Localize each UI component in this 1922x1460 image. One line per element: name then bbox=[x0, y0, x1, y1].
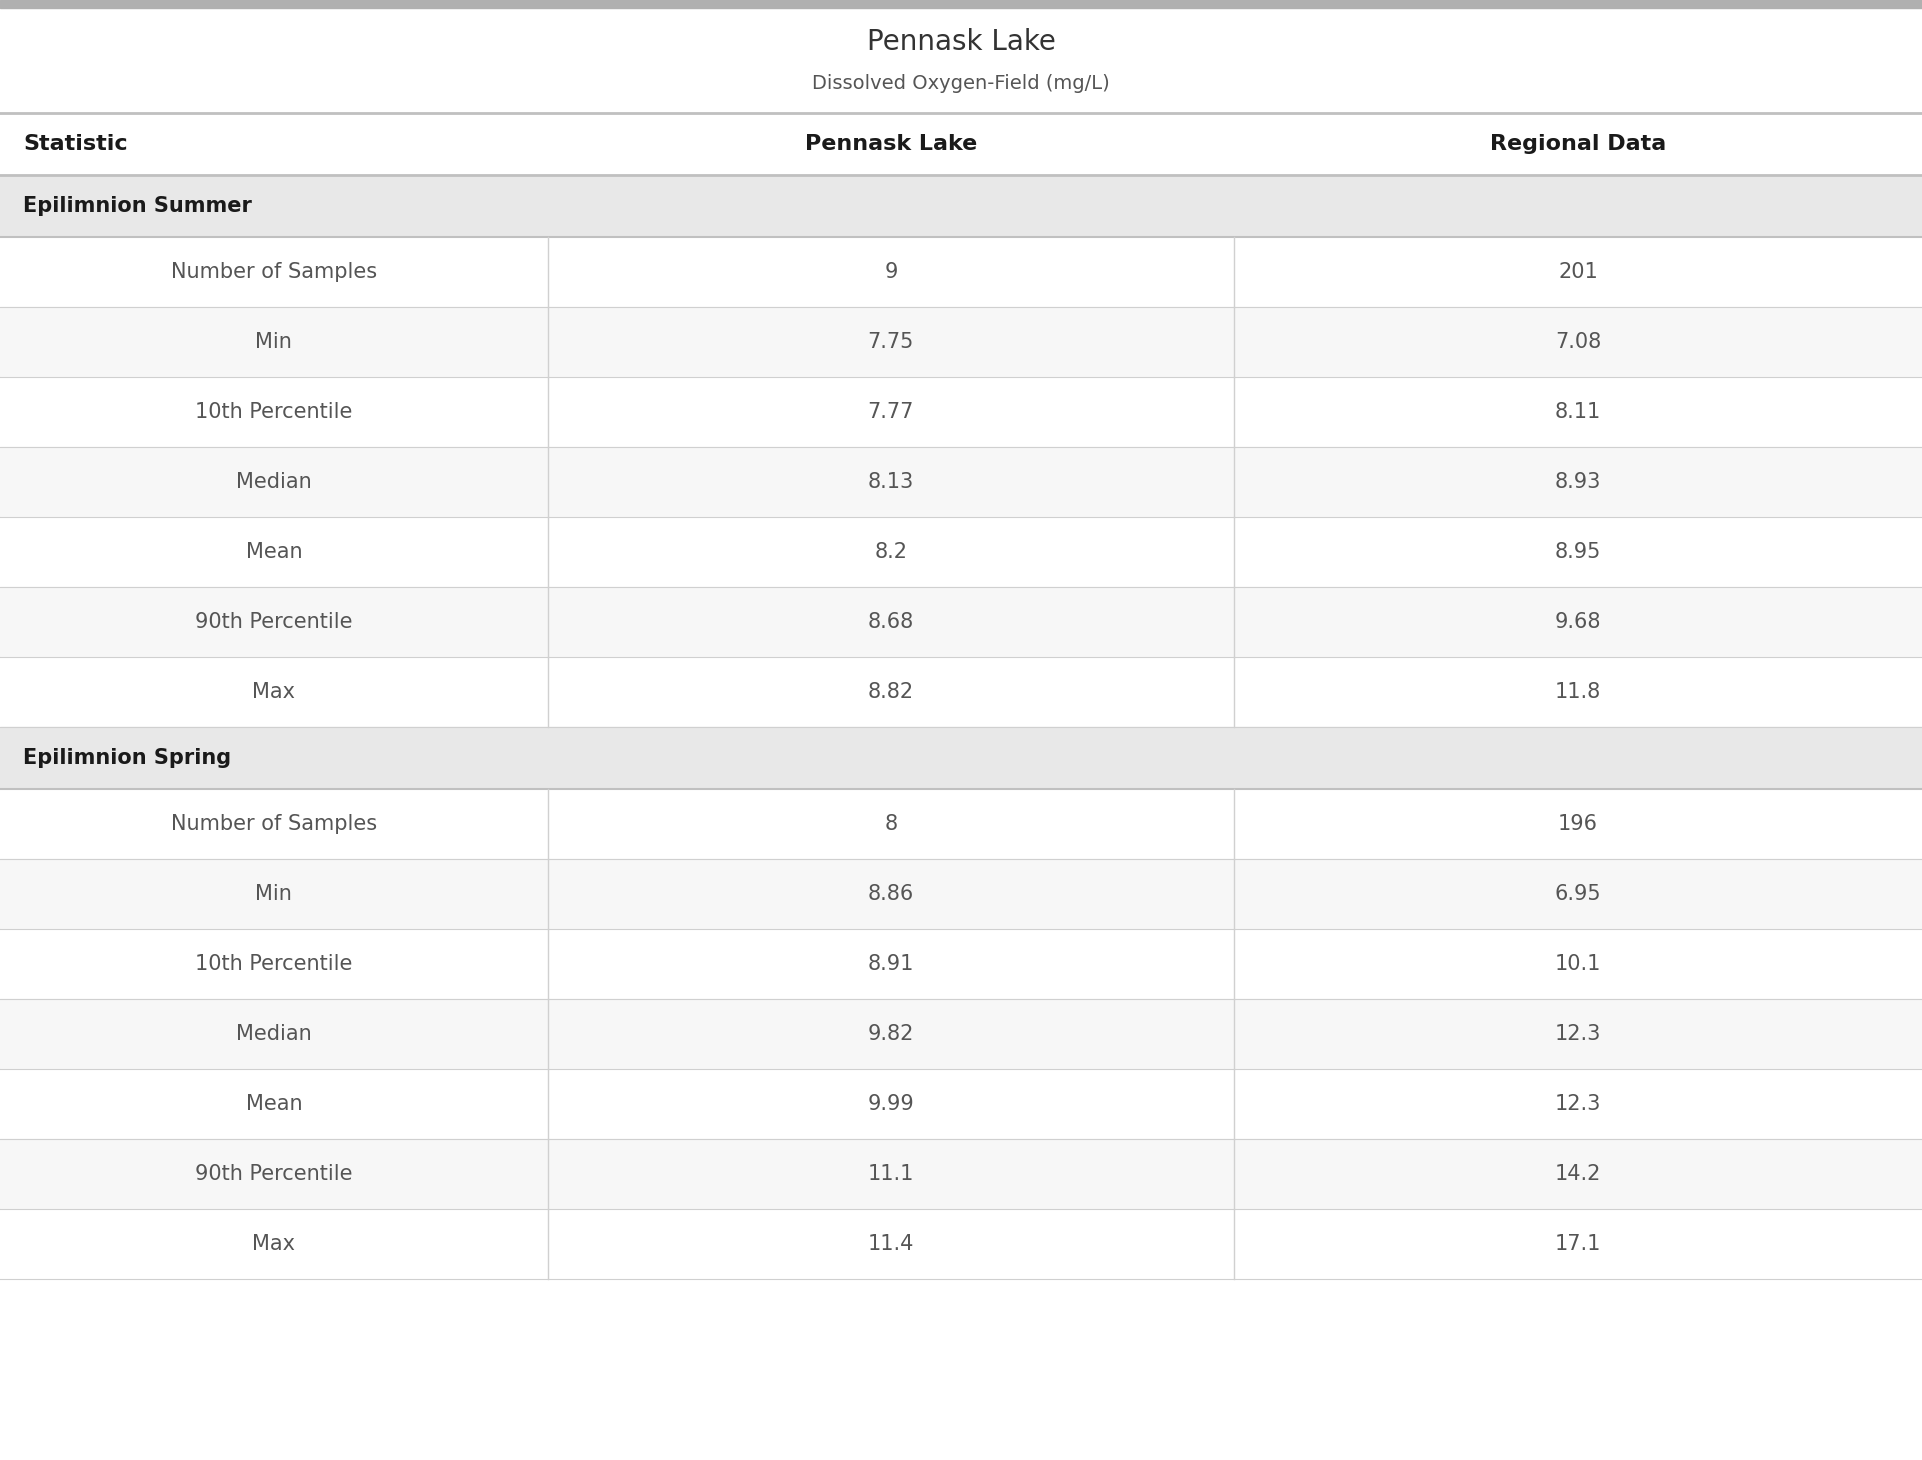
Text: Min: Min bbox=[256, 883, 292, 904]
Text: 7.77: 7.77 bbox=[867, 402, 915, 422]
Bar bbox=[0, 377, 1922, 447]
Text: 8.93: 8.93 bbox=[1555, 472, 1601, 492]
Text: Number of Samples: Number of Samples bbox=[171, 815, 377, 834]
Text: 8.13: 8.13 bbox=[867, 472, 915, 492]
Text: Dissolved Oxygen-Field (mg/L): Dissolved Oxygen-Field (mg/L) bbox=[813, 74, 1109, 93]
Bar bbox=[0, 858, 1922, 929]
Bar bbox=[0, 307, 1922, 377]
Bar bbox=[0, 1139, 1922, 1209]
Text: Min: Min bbox=[256, 331, 292, 352]
Text: 7.75: 7.75 bbox=[867, 331, 915, 352]
Text: Mean: Mean bbox=[246, 542, 302, 562]
Text: Epilimnion Summer: Epilimnion Summer bbox=[23, 196, 252, 216]
Text: 10th Percentile: 10th Percentile bbox=[196, 402, 352, 422]
Bar bbox=[0, 727, 1922, 788]
Bar bbox=[0, 237, 1922, 307]
Text: 201: 201 bbox=[1559, 261, 1597, 282]
Text: 6.95: 6.95 bbox=[1555, 883, 1601, 904]
Text: 9.82: 9.82 bbox=[867, 1023, 915, 1044]
Bar bbox=[0, 112, 1922, 175]
Text: 8.68: 8.68 bbox=[867, 612, 915, 632]
Text: 14.2: 14.2 bbox=[1555, 1164, 1601, 1184]
Text: 10th Percentile: 10th Percentile bbox=[196, 953, 352, 974]
Text: 8.82: 8.82 bbox=[869, 682, 913, 702]
Text: Regional Data: Regional Data bbox=[1490, 134, 1666, 153]
Bar bbox=[0, 999, 1922, 1069]
Text: 8.91: 8.91 bbox=[867, 953, 915, 974]
Text: Mean: Mean bbox=[246, 1094, 302, 1114]
Text: 8.2: 8.2 bbox=[875, 542, 907, 562]
Text: 8.95: 8.95 bbox=[1555, 542, 1601, 562]
Text: Statistic: Statistic bbox=[23, 134, 127, 153]
Bar bbox=[0, 175, 1922, 237]
Text: 9.68: 9.68 bbox=[1555, 612, 1601, 632]
Bar bbox=[0, 1069, 1922, 1139]
Text: 90th Percentile: 90th Percentile bbox=[196, 1164, 352, 1184]
Bar bbox=[0, 587, 1922, 657]
Text: 7.08: 7.08 bbox=[1555, 331, 1601, 352]
Text: 10.1: 10.1 bbox=[1555, 953, 1601, 974]
Bar bbox=[0, 1209, 1922, 1279]
Text: 9.99: 9.99 bbox=[867, 1094, 915, 1114]
Bar bbox=[0, 788, 1922, 858]
Text: Epilimnion Spring: Epilimnion Spring bbox=[23, 748, 231, 768]
Text: Number of Samples: Number of Samples bbox=[171, 261, 377, 282]
Text: 12.3: 12.3 bbox=[1555, 1094, 1601, 1114]
Text: 8.11: 8.11 bbox=[1555, 402, 1601, 422]
Bar bbox=[0, 447, 1922, 517]
Text: 8: 8 bbox=[884, 815, 898, 834]
Bar bbox=[0, 657, 1922, 727]
Text: 17.1: 17.1 bbox=[1555, 1234, 1601, 1254]
Bar bbox=[0, 517, 1922, 587]
Text: Max: Max bbox=[252, 1234, 296, 1254]
Text: 9: 9 bbox=[884, 261, 898, 282]
Text: 11.4: 11.4 bbox=[867, 1234, 915, 1254]
Bar bbox=[0, 0, 1922, 7]
Text: Median: Median bbox=[236, 472, 311, 492]
Text: 11.8: 11.8 bbox=[1555, 682, 1601, 702]
Text: 90th Percentile: 90th Percentile bbox=[196, 612, 352, 632]
Text: 12.3: 12.3 bbox=[1555, 1023, 1601, 1044]
Text: Pennask Lake: Pennask Lake bbox=[805, 134, 976, 153]
Text: Median: Median bbox=[236, 1023, 311, 1044]
Text: 196: 196 bbox=[1559, 815, 1597, 834]
Text: Pennask Lake: Pennask Lake bbox=[867, 28, 1055, 55]
Text: 8.86: 8.86 bbox=[867, 883, 915, 904]
Bar bbox=[0, 929, 1922, 999]
Text: Max: Max bbox=[252, 682, 296, 702]
Text: 11.1: 11.1 bbox=[867, 1164, 915, 1184]
